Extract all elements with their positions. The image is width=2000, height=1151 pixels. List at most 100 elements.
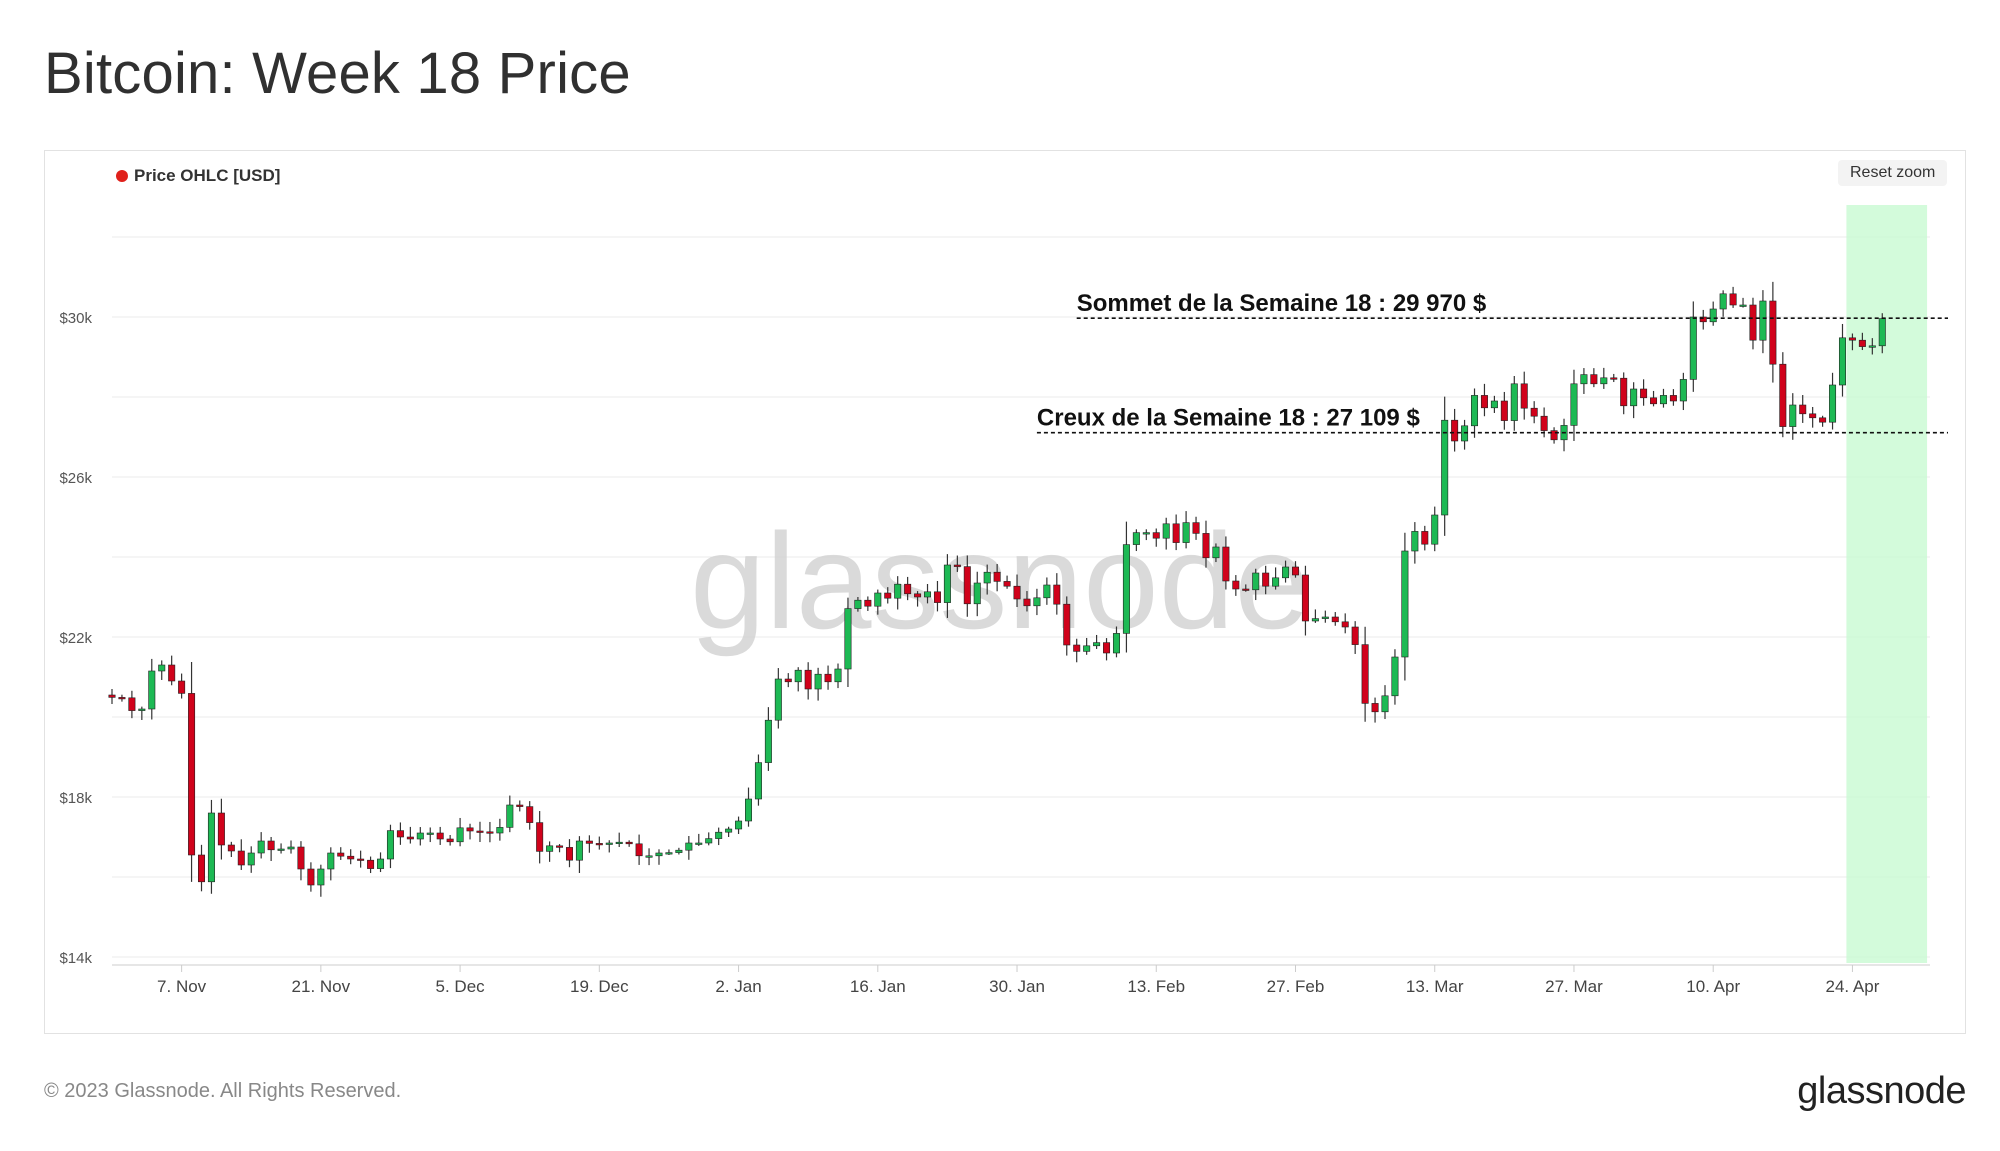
candle xyxy=(1709,301,1717,326)
candle-body xyxy=(1202,533,1210,559)
candle xyxy=(834,663,842,689)
x-tick-label: 10. Apr xyxy=(1686,977,1740,996)
candle-body xyxy=(595,843,603,846)
candle xyxy=(1341,613,1349,634)
candle xyxy=(377,852,385,873)
candle xyxy=(1570,369,1578,441)
candle xyxy=(635,834,643,865)
candle-body xyxy=(933,591,941,603)
candle xyxy=(1451,408,1459,452)
candle-body xyxy=(1103,642,1111,654)
candle-body xyxy=(1719,293,1727,310)
candle xyxy=(575,836,583,873)
candle-body xyxy=(1122,544,1130,634)
candle xyxy=(1610,373,1618,383)
candle xyxy=(715,827,723,846)
candle xyxy=(884,587,892,604)
candle xyxy=(1232,575,1240,596)
x-axis-ticks: 7. Nov 21. Nov 5. Dec 19. Dec 2. Jan 16. Jan 3… xyxy=(157,965,1880,996)
candle xyxy=(993,564,1001,592)
candle xyxy=(1441,396,1449,536)
candle-body xyxy=(377,858,385,869)
candle xyxy=(605,840,613,853)
page-title: Bitcoin: Week 18 Price xyxy=(44,41,631,106)
candle xyxy=(426,827,434,843)
candle xyxy=(1500,391,1508,430)
candle-body xyxy=(327,852,335,870)
candle-body xyxy=(1013,585,1021,600)
candle-body xyxy=(1341,621,1349,628)
candle-body xyxy=(1262,572,1270,587)
candle-body xyxy=(864,599,872,607)
candle-body xyxy=(357,858,365,861)
candle xyxy=(764,707,772,771)
candle-body xyxy=(416,832,424,840)
candle xyxy=(1799,395,1807,423)
candle-body xyxy=(655,852,663,857)
candle-body xyxy=(1709,308,1717,323)
candle-body xyxy=(745,798,753,822)
candle-body xyxy=(953,564,961,567)
candle xyxy=(1331,612,1339,626)
candle xyxy=(784,673,792,688)
candle-body xyxy=(237,850,245,866)
candle xyxy=(904,576,912,601)
candle xyxy=(1252,568,1260,601)
candle xyxy=(894,576,902,610)
candle-body xyxy=(1033,597,1041,607)
candle xyxy=(1749,297,1757,350)
candle-body xyxy=(277,848,285,851)
candle-body xyxy=(1301,574,1309,622)
candle xyxy=(1769,281,1777,383)
candle xyxy=(1480,383,1488,417)
candle xyxy=(1471,388,1479,438)
candle-body xyxy=(1371,703,1379,713)
candle xyxy=(396,822,404,845)
candle-body xyxy=(715,831,723,839)
legend[interactable]: Price OHLC [USD] xyxy=(116,166,280,186)
x-tick-label: 13. Mar xyxy=(1406,977,1464,996)
candle-body xyxy=(1242,588,1250,591)
candle xyxy=(1759,290,1767,354)
candle xyxy=(317,864,325,897)
candle xyxy=(745,787,753,827)
candle-body xyxy=(993,571,1001,582)
x-tick-label: 30. Jan xyxy=(989,977,1045,996)
candle-body xyxy=(1222,546,1230,582)
candle-body xyxy=(198,854,206,883)
candle xyxy=(108,689,116,705)
y-axis-ticks: $14k $18k $22k $26k $30k xyxy=(59,310,92,967)
candle xyxy=(1162,517,1170,550)
candle xyxy=(307,862,315,892)
chart-container xyxy=(44,150,1966,1034)
candle xyxy=(367,856,375,874)
candle-body xyxy=(1331,616,1339,623)
candle xyxy=(1819,415,1827,427)
candle-body xyxy=(725,828,733,833)
candle-body xyxy=(396,830,404,838)
candle xyxy=(933,581,941,612)
candle-body xyxy=(108,694,116,698)
candle xyxy=(1590,368,1598,388)
candle xyxy=(585,835,593,853)
candle xyxy=(287,840,295,854)
candle xyxy=(297,841,305,881)
candle-body xyxy=(1650,397,1658,405)
candle xyxy=(1600,367,1608,389)
candle-body xyxy=(784,678,792,683)
candle xyxy=(565,839,573,868)
candle-body xyxy=(406,836,414,840)
candle xyxy=(188,662,196,882)
candle xyxy=(1311,609,1319,623)
candle-body xyxy=(1291,566,1299,576)
candle xyxy=(386,824,394,869)
candle-body xyxy=(347,855,355,860)
candle-body xyxy=(516,804,524,807)
candle xyxy=(267,836,275,861)
candle xyxy=(1391,649,1399,705)
candle xyxy=(655,849,663,865)
reset-zoom-button[interactable]: Reset zoom xyxy=(1838,160,1948,186)
candle xyxy=(247,846,255,873)
candle-body xyxy=(1401,550,1409,658)
